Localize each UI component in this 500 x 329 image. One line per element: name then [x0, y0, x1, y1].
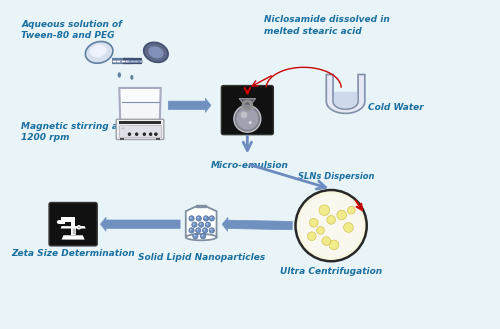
- Circle shape: [57, 220, 60, 224]
- Ellipse shape: [118, 72, 121, 78]
- Polygon shape: [119, 125, 161, 137]
- Circle shape: [209, 228, 214, 233]
- Circle shape: [327, 215, 336, 224]
- Circle shape: [308, 232, 316, 240]
- FancyBboxPatch shape: [222, 86, 274, 135]
- Circle shape: [202, 235, 203, 237]
- Ellipse shape: [90, 44, 106, 57]
- Circle shape: [204, 229, 205, 231]
- Circle shape: [150, 133, 152, 136]
- Polygon shape: [60, 226, 86, 229]
- Polygon shape: [71, 220, 76, 235]
- Text: Micro-emulsion: Micro-emulsion: [211, 161, 288, 170]
- Polygon shape: [60, 217, 76, 222]
- Circle shape: [240, 112, 248, 118]
- Text: Zeta Size Determination: Zeta Size Determination: [12, 249, 135, 258]
- Circle shape: [296, 190, 366, 261]
- Ellipse shape: [144, 42, 168, 63]
- Circle shape: [136, 133, 138, 136]
- Circle shape: [194, 235, 196, 237]
- Circle shape: [322, 237, 330, 245]
- Text: Aqueous solution of
Tween-80 and PEG: Aqueous solution of Tween-80 and PEG: [21, 20, 122, 40]
- FancyBboxPatch shape: [49, 203, 97, 246]
- Circle shape: [189, 228, 194, 233]
- Circle shape: [204, 217, 206, 218]
- Circle shape: [209, 216, 214, 221]
- Circle shape: [337, 210, 346, 220]
- Text: Ultra Centrifugation: Ultra Centrifugation: [280, 266, 382, 276]
- Circle shape: [344, 223, 353, 232]
- Polygon shape: [239, 99, 256, 105]
- Ellipse shape: [148, 46, 164, 59]
- FancyBboxPatch shape: [196, 205, 206, 207]
- Polygon shape: [326, 74, 365, 114]
- Circle shape: [300, 194, 363, 257]
- Circle shape: [319, 205, 330, 215]
- Circle shape: [193, 223, 194, 225]
- Text: SLNs Dispersion: SLNs Dispersion: [298, 171, 374, 181]
- Circle shape: [310, 218, 318, 227]
- Circle shape: [200, 234, 205, 239]
- Ellipse shape: [86, 41, 113, 63]
- Circle shape: [197, 217, 199, 218]
- Polygon shape: [120, 138, 124, 140]
- Circle shape: [190, 229, 192, 231]
- Circle shape: [189, 216, 194, 221]
- Polygon shape: [120, 88, 160, 123]
- Circle shape: [154, 133, 158, 136]
- Polygon shape: [186, 206, 216, 237]
- Circle shape: [205, 222, 210, 227]
- Polygon shape: [334, 92, 357, 108]
- Circle shape: [348, 206, 355, 214]
- FancyBboxPatch shape: [58, 220, 66, 224]
- Circle shape: [143, 133, 146, 136]
- Circle shape: [236, 108, 258, 130]
- Circle shape: [200, 223, 202, 225]
- Circle shape: [210, 217, 212, 218]
- Circle shape: [198, 222, 204, 227]
- Circle shape: [196, 228, 201, 233]
- FancyBboxPatch shape: [72, 227, 74, 234]
- Circle shape: [248, 121, 252, 125]
- Text: Magnetic stirring at
1200 rpm: Magnetic stirring at 1200 rpm: [21, 122, 122, 142]
- Polygon shape: [62, 235, 84, 240]
- Ellipse shape: [122, 127, 125, 129]
- Circle shape: [192, 222, 197, 227]
- Circle shape: [196, 229, 198, 231]
- Circle shape: [329, 240, 339, 250]
- Circle shape: [196, 216, 202, 221]
- Ellipse shape: [186, 234, 216, 240]
- Circle shape: [192, 234, 198, 239]
- Circle shape: [190, 217, 192, 218]
- Polygon shape: [118, 121, 162, 124]
- Circle shape: [128, 133, 131, 136]
- Circle shape: [210, 229, 212, 231]
- Circle shape: [206, 223, 208, 225]
- FancyBboxPatch shape: [116, 119, 164, 139]
- Text: Cold Water: Cold Water: [368, 103, 424, 112]
- Circle shape: [78, 226, 80, 229]
- Text: Niclosamide dissolved in
melted stearic acid: Niclosamide dissolved in melted stearic …: [264, 15, 390, 36]
- Circle shape: [234, 105, 261, 132]
- Circle shape: [204, 216, 208, 221]
- Polygon shape: [242, 105, 253, 109]
- Ellipse shape: [130, 75, 134, 80]
- Polygon shape: [122, 102, 159, 121]
- Circle shape: [202, 228, 207, 233]
- Polygon shape: [156, 138, 160, 140]
- Text: Solid Lipid Nanoparticles: Solid Lipid Nanoparticles: [138, 253, 265, 262]
- Circle shape: [316, 227, 324, 234]
